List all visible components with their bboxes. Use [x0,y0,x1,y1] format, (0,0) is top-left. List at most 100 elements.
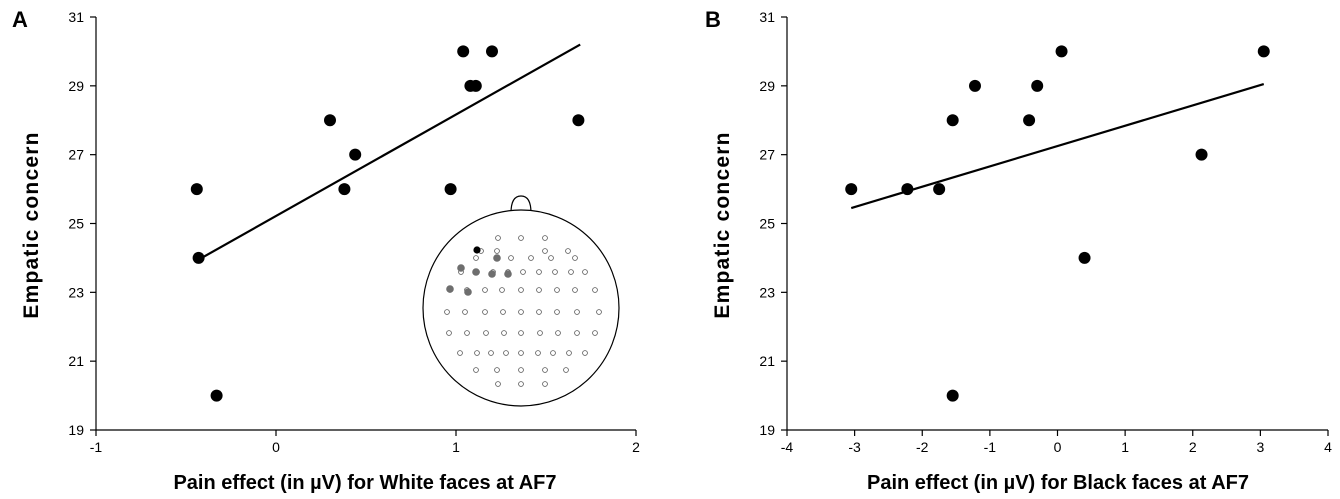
panel-a-data-point [469,79,482,92]
electrode [464,330,470,336]
panel-b-data-point [968,79,981,92]
panel-a-y-tick-label: 19 [68,422,84,438]
panel-b-y-tick-label: 21 [759,353,775,369]
electrode [483,330,489,336]
panel-a-x-tick-label: 2 [632,439,640,455]
panel-a-data-point [338,183,351,196]
electrode [473,255,479,261]
panel-a-y-tick-label: 29 [68,78,84,94]
panel-a-data-point [349,148,362,161]
electrode [596,309,602,315]
panel-a-data-point [192,251,205,264]
panel-a-data-point [210,389,223,402]
panel-a-ticks: 19 21 23 25 27 29 31 -1 0 1 2 [68,9,640,455]
electrode [548,255,554,261]
electrode-cluster [457,264,465,272]
panel-b-data-point [1023,114,1036,127]
head-outline [422,209,620,407]
electrode [488,350,494,356]
panel-b-x-tick-label: -3 [848,439,861,455]
electrode [542,235,548,241]
panel-a-x-tick-label: -1 [90,439,103,455]
electrode-cluster [446,285,454,293]
panel-a-y-tick-label: 25 [68,216,84,232]
panel-a-y-tick-label: 23 [68,284,84,300]
panel-a-data-point [190,183,203,196]
panel-b-y-tick-label: 27 [759,147,775,163]
electrode [518,309,524,315]
electrode [518,287,524,293]
panel-b-y-axis-title: Empatic concern [711,131,734,318]
panel-b-data-point [1055,45,1068,58]
panel-b-data-point [901,183,914,196]
electrode-cluster [488,270,496,278]
panel-b-y-tick-label: 23 [759,284,775,300]
electrode [473,367,479,373]
electrode [518,381,524,387]
electrode [568,269,574,275]
electrode [555,330,561,336]
electrode [592,287,598,293]
panel-b-data-point [933,183,946,196]
electrode [518,330,524,336]
head-nose [510,195,532,214]
panel-b-y-tick-label: 19 [759,422,775,438]
electrode [462,309,468,315]
panel-b-x-tick-label: 0 [1054,439,1062,455]
electrode [444,309,450,315]
panel-b-x-tick-label: 3 [1256,439,1264,455]
electrode [542,367,548,373]
panel-a-trendline [198,43,581,261]
panel-b-data-point [1195,148,1208,161]
electrode [554,309,560,315]
electrode [554,287,560,293]
panel-b-data-point [946,114,959,127]
panel-b-x-tick-label: -1 [984,439,997,455]
electrode [499,287,505,293]
electrode-cluster [472,268,480,276]
electrode [528,255,534,261]
panel-b-x-tick-label: 2 [1189,439,1197,455]
panel-b-data-point [1257,45,1270,58]
panel-b-x-tick-label: 4 [1324,439,1332,455]
electrode [446,330,452,336]
panel-a-data-points [190,45,585,402]
electrode [542,381,548,387]
panel-b-x-tick-label: -2 [916,439,929,455]
electrode [565,248,571,254]
panel-a-y-tick-label: 27 [68,147,84,163]
panel-b-data-point [1078,251,1091,264]
panel-b-trendline [850,83,1265,210]
electrode [582,350,588,356]
panel-b-letter: B [705,7,721,32]
panel-a-data-point [457,45,470,58]
electrode-cluster [504,270,512,278]
electrode [572,287,578,293]
panel-b-x-axis-title: Pain effect (in µV) for Black faces at A… [867,472,1249,494]
electrode [566,350,572,356]
electrode [535,350,541,356]
electrode [457,350,463,356]
electrode [574,309,580,315]
electrode [572,255,578,261]
electrode [536,269,542,275]
panel-b-scatter-chart: B Empatic concern Pain effect (in µV) fo… [705,7,1332,494]
panel-b-data-point [1031,79,1044,92]
electrode [482,287,488,293]
electrode [508,255,514,261]
electrode [520,269,526,275]
panel-a-data-point [324,114,336,127]
electrode [552,269,558,275]
panel-a-x-axis-title: Pain effect (in µV) for White faces at A… [173,472,556,494]
electrode [500,309,506,315]
panel-a-data-point [486,45,498,58]
electrode [550,350,556,356]
electrode [495,235,501,241]
panel-b-x-tick-label: -4 [781,439,794,455]
electrode [536,309,542,315]
panel-b-y-tick-label: 25 [759,216,775,232]
electrode [518,350,524,356]
electrode [582,269,588,275]
electrode [563,367,569,373]
panel-b-data-point [946,389,959,402]
